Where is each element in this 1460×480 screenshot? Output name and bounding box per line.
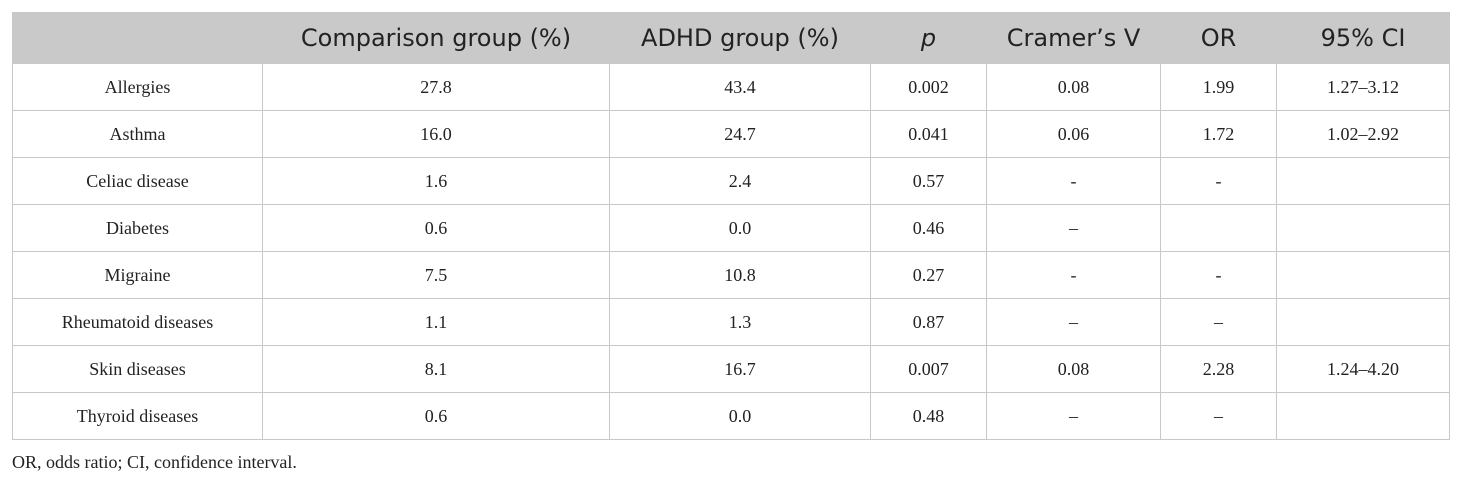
comparison-value-cell: 27.8 xyxy=(262,63,610,111)
row-label-cell: Diabetes xyxy=(12,204,263,252)
table-row: Thyroid diseases 0.6 0.0 0.48 – – xyxy=(12,392,1450,440)
header-cell-adhd-group: ADHD group (%) xyxy=(609,12,871,64)
row-label-cell: Asthma xyxy=(12,110,263,158)
table-row: Rheumatoid diseases 1.1 1.3 0.87 – – xyxy=(12,298,1450,346)
p-value-cell: 0.48 xyxy=(870,392,987,440)
cramers-v-cell: – xyxy=(986,204,1161,252)
odds-ratio-cell: - xyxy=(1160,251,1277,299)
adhd-value-cell: 16.7 xyxy=(609,345,871,393)
ci-cell xyxy=(1276,157,1450,205)
header-row: Comparison group (%) ADHD group (%) p Cr… xyxy=(12,12,1450,64)
header-cell-empty xyxy=(12,12,263,64)
row-label-cell: Celiac disease xyxy=(12,157,263,205)
ci-cell: 1.27–3.12 xyxy=(1276,63,1450,111)
header-cell-cramers-v: Cramer’s V xyxy=(986,12,1161,64)
p-value-cell: 0.041 xyxy=(870,110,987,158)
odds-ratio-cell: 1.99 xyxy=(1160,63,1277,111)
cramers-v-cell: - xyxy=(986,251,1161,299)
table-row: Allergies 27.8 43.4 0.002 0.08 1.99 1.27… xyxy=(12,63,1450,111)
ci-cell: 1.02–2.92 xyxy=(1276,110,1450,158)
table-row: Asthma 16.0 24.7 0.041 0.06 1.72 1.02–2.… xyxy=(12,110,1450,158)
p-value-cell: 0.002 xyxy=(870,63,987,111)
results-table-container: Comparison group (%) ADHD group (%) p Cr… xyxy=(12,12,1450,440)
odds-ratio-cell: 2.28 xyxy=(1160,345,1277,393)
table-footnote: OR, odds ratio; CI, confidence interval. xyxy=(12,452,297,472)
row-label-cell: Rheumatoid diseases xyxy=(12,298,263,346)
comparison-value-cell: 1.6 xyxy=(262,157,610,205)
adhd-value-cell: 2.4 xyxy=(609,157,871,205)
odds-ratio-cell: – xyxy=(1160,298,1277,346)
comparison-value-cell: 0.6 xyxy=(262,204,610,252)
cramers-v-cell: 0.08 xyxy=(986,345,1161,393)
ci-cell xyxy=(1276,251,1450,299)
odds-ratio-cell: - xyxy=(1160,157,1277,205)
table-row: Diabetes 0.6 0.0 0.46 – xyxy=(12,204,1450,252)
p-value-cell: 0.27 xyxy=(870,251,987,299)
adhd-value-cell: 10.8 xyxy=(609,251,871,299)
cramers-v-cell: – xyxy=(986,298,1161,346)
table-body: Allergies 27.8 43.4 0.002 0.08 1.99 1.27… xyxy=(12,63,1450,440)
table-row: Migraine 7.5 10.8 0.27 - - xyxy=(12,251,1450,299)
table-row: Skin diseases 8.1 16.7 0.007 0.08 2.28 1… xyxy=(12,345,1450,393)
odds-ratio-cell xyxy=(1160,204,1277,252)
cramers-v-cell: – xyxy=(986,392,1161,440)
ci-cell xyxy=(1276,298,1450,346)
cramers-v-cell: 0.08 xyxy=(986,63,1161,111)
ci-cell: 1.24–4.20 xyxy=(1276,345,1450,393)
p-value-cell: 0.87 xyxy=(870,298,987,346)
row-label-cell: Allergies xyxy=(12,63,263,111)
adhd-value-cell: 0.0 xyxy=(609,204,871,252)
comparison-value-cell: 0.6 xyxy=(262,392,610,440)
header-cell-comparison-group: Comparison group (%) xyxy=(262,12,610,64)
ci-cell xyxy=(1276,204,1450,252)
p-value-cell: 0.57 xyxy=(870,157,987,205)
header-cell-confidence-interval: 95% CI xyxy=(1276,12,1450,64)
results-table: Comparison group (%) ADHD group (%) p Cr… xyxy=(12,12,1450,440)
cramers-v-cell: - xyxy=(986,157,1161,205)
odds-ratio-cell: – xyxy=(1160,392,1277,440)
ci-cell xyxy=(1276,392,1450,440)
comparison-value-cell: 1.1 xyxy=(262,298,610,346)
comparison-value-cell: 7.5 xyxy=(262,251,610,299)
cramers-v-cell: 0.06 xyxy=(986,110,1161,158)
header-cell-odds-ratio: OR xyxy=(1160,12,1277,64)
row-label-cell: Skin diseases xyxy=(12,345,263,393)
p-value-cell: 0.007 xyxy=(870,345,987,393)
table-header: Comparison group (%) ADHD group (%) p Cr… xyxy=(12,12,1450,64)
p-value-cell: 0.46 xyxy=(870,204,987,252)
table-row: Celiac disease 1.6 2.4 0.57 - - xyxy=(12,157,1450,205)
adhd-value-cell: 43.4 xyxy=(609,63,871,111)
adhd-value-cell: 0.0 xyxy=(609,392,871,440)
comparison-value-cell: 16.0 xyxy=(262,110,610,158)
comparison-value-cell: 8.1 xyxy=(262,345,610,393)
row-label-cell: Thyroid diseases xyxy=(12,392,263,440)
header-cell-p-value: p xyxy=(870,12,987,64)
adhd-value-cell: 24.7 xyxy=(609,110,871,158)
odds-ratio-cell: 1.72 xyxy=(1160,110,1277,158)
adhd-value-cell: 1.3 xyxy=(609,298,871,346)
row-label-cell: Migraine xyxy=(12,251,263,299)
